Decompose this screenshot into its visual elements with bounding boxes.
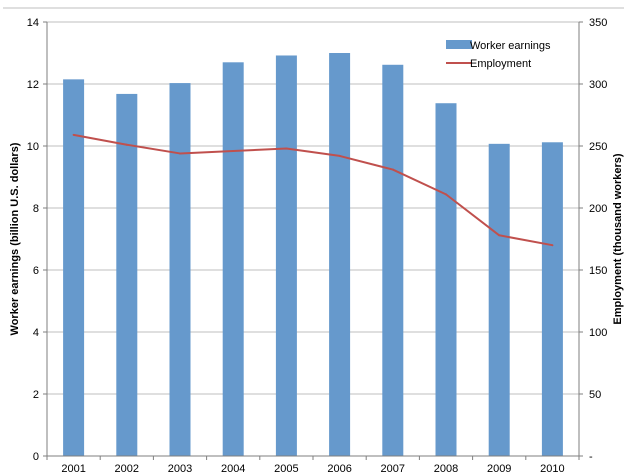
x-tick-label: 2002 <box>115 463 139 475</box>
y2-tick-label: 150 <box>589 265 607 277</box>
y-tick-label: 10 <box>27 141 39 153</box>
y-axis-label: Worker earnings (billion U.S. dollars) <box>9 142 21 335</box>
employment-line <box>73 133 553 247</box>
x-tick-label: 2005 <box>274 463 298 475</box>
line-point <box>498 234 501 237</box>
y-tick-label: 8 <box>33 203 39 215</box>
x-tick-label: 2006 <box>327 463 351 475</box>
x-tick-label: 2010 <box>540 463 564 475</box>
y2-tick-label: 50 <box>589 389 601 401</box>
x-tick-label: 2007 <box>381 463 405 475</box>
y-tick-label: 4 <box>33 327 39 339</box>
y2-tick-label: 200 <box>589 203 607 215</box>
y2-tick-label: - <box>589 451 593 463</box>
legend: Worker earnings Employment <box>446 40 551 70</box>
x-tick-label: 2003 <box>168 463 192 475</box>
bar <box>435 103 457 456</box>
line-point <box>125 143 128 146</box>
bar <box>329 53 351 456</box>
line-point <box>232 149 235 152</box>
legend-label-worker-earnings: Worker earnings <box>470 40 551 52</box>
bar <box>382 64 404 456</box>
y2-tick-label: 250 <box>589 141 607 153</box>
bar <box>63 79 85 456</box>
bar <box>488 143 510 456</box>
bar <box>275 55 297 456</box>
y-tick-label: 14 <box>27 17 39 29</box>
y-tick-label: 0 <box>33 451 39 463</box>
line-point <box>445 193 447 196</box>
line-point <box>551 244 554 247</box>
y2-tick-label: 100 <box>589 327 607 339</box>
legend-label-employment: Employment <box>470 58 531 70</box>
axes <box>43 21 583 460</box>
line-point <box>338 154 341 157</box>
line-series <box>72 133 554 247</box>
x-tick-label: 2001 <box>61 463 85 475</box>
y-tick-label: 12 <box>27 79 39 91</box>
bar <box>116 93 138 457</box>
x-tick-label: 2004 <box>221 463 245 475</box>
x-tick-label: 2008 <box>434 463 458 475</box>
bar <box>222 62 244 457</box>
y-tick-label: 6 <box>33 265 39 277</box>
y-tick-label: 2 <box>33 389 39 401</box>
y2-tick-label: 300 <box>589 79 607 91</box>
line-point <box>285 147 288 150</box>
line-point <box>179 152 181 155</box>
y2-axis-label: Employment (thousand workers) <box>612 153 624 324</box>
legend-swatch-worker-earnings <box>446 40 472 49</box>
y2-tick-label: 350 <box>589 17 607 29</box>
line-point <box>391 168 394 171</box>
bar <box>541 142 563 456</box>
x-tick-label: 2009 <box>487 463 511 475</box>
bar-series <box>63 53 563 457</box>
line-point <box>72 133 75 136</box>
bar <box>169 83 191 456</box>
